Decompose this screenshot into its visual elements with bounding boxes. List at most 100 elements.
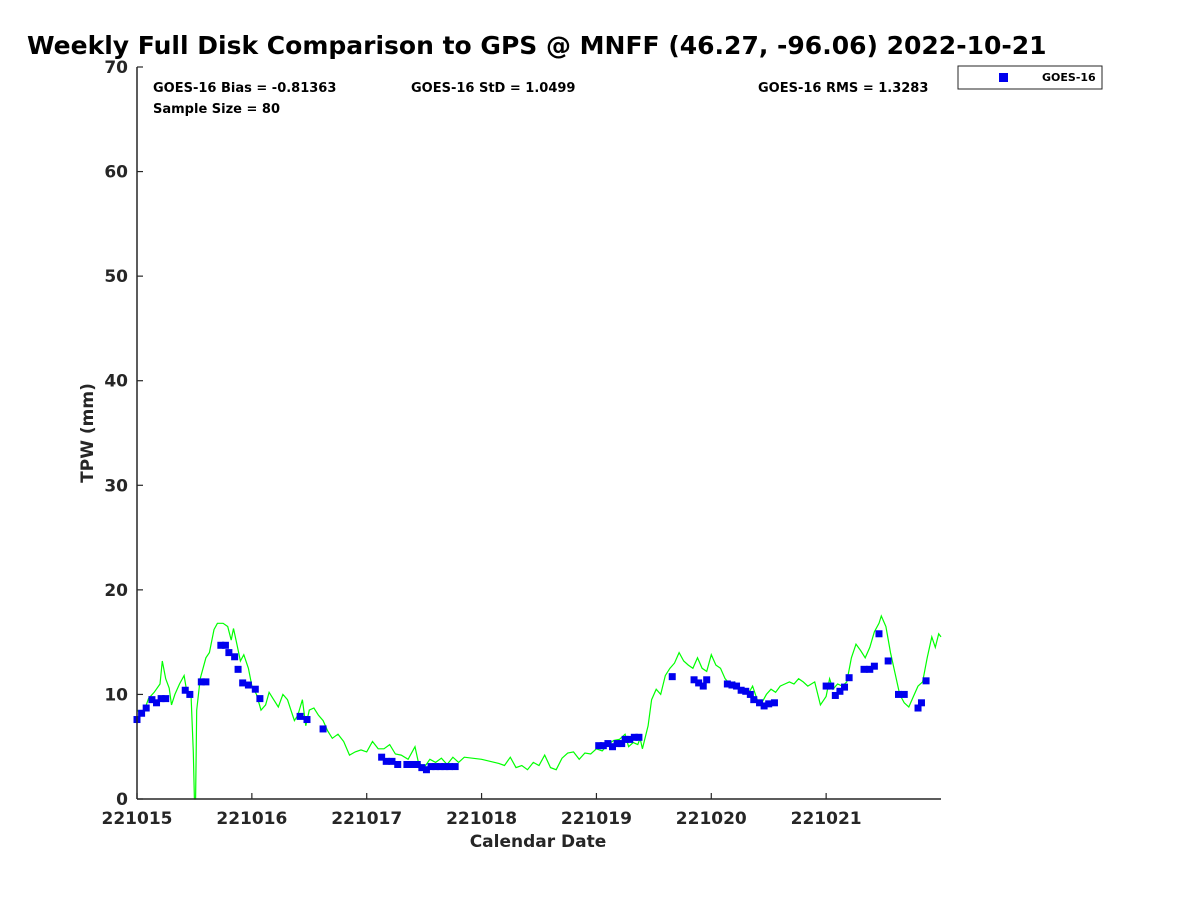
goes16-point xyxy=(409,760,417,768)
goes16-points xyxy=(133,630,930,774)
goes16-point xyxy=(197,678,205,686)
x-tick-label: 221019 xyxy=(561,809,632,829)
y-tick-label: 10 xyxy=(104,685,128,705)
goes16-point xyxy=(239,679,247,687)
y-ticks: 0 10 20 30 40 50 60 70 xyxy=(104,58,143,810)
goes16-point xyxy=(635,733,643,741)
y-tick-label: 20 xyxy=(104,581,128,601)
y-tick-label: 40 xyxy=(104,372,128,392)
goes16-point xyxy=(831,691,839,699)
chart-title: Weekly Full Disk Comparison to GPS @ MNF… xyxy=(27,31,1047,60)
goes16-point xyxy=(760,702,768,710)
goes16-point xyxy=(841,683,849,691)
goes16-point xyxy=(153,699,161,707)
goes16-point xyxy=(922,677,930,685)
plot-area xyxy=(137,67,941,799)
x-tick-label: 221018 xyxy=(446,809,517,829)
goes16-point xyxy=(221,641,229,649)
tpw-line xyxy=(136,614,942,800)
goes16-point xyxy=(186,690,194,698)
goes16-point xyxy=(703,676,711,684)
goes16-point xyxy=(418,764,426,772)
std-stat: GOES-16 StD = 1.0499 xyxy=(411,81,575,96)
goes16-point xyxy=(690,676,698,684)
goes16-point xyxy=(756,699,764,707)
x-tick-label: 221021 xyxy=(791,809,862,829)
goes16-point xyxy=(413,760,421,768)
goes16-point xyxy=(860,665,868,673)
goes16-point xyxy=(142,704,150,712)
goes16-point xyxy=(875,630,883,638)
x-ticks: 221015 221016 221017 221018 221019 221020 2210… xyxy=(102,793,862,829)
goes16-point xyxy=(451,763,459,771)
goes16-point xyxy=(746,690,754,698)
goes16-point xyxy=(432,763,440,771)
goes16-point xyxy=(827,682,835,690)
y-axis-label: TPW (mm) xyxy=(78,383,98,483)
goes16-point xyxy=(244,681,252,689)
goes16-point xyxy=(884,657,892,665)
legend-label: GOES-16 xyxy=(1042,71,1096,84)
axes xyxy=(136,67,941,800)
goes16-point xyxy=(630,733,638,741)
goes16-point xyxy=(157,695,165,703)
x-axis-label: Calendar Date xyxy=(470,832,607,852)
goes16-point xyxy=(866,665,874,673)
goes16-point xyxy=(609,743,617,751)
goes16-point xyxy=(296,712,304,720)
goes16-point xyxy=(895,690,903,698)
goes16-point xyxy=(917,699,925,707)
goes16-point xyxy=(765,700,773,708)
goes16-point xyxy=(699,682,707,690)
y-tick-label: 70 xyxy=(104,58,128,78)
goes16-point xyxy=(436,763,444,771)
goes16-point xyxy=(737,686,745,694)
goes16-point xyxy=(225,649,233,657)
x-tick-label: 221020 xyxy=(676,809,747,829)
y-tick-label: 0 xyxy=(116,790,128,810)
goes16-point xyxy=(599,742,607,750)
goes16-point xyxy=(138,709,146,717)
goes16-point xyxy=(822,682,830,690)
legend-box xyxy=(957,65,1103,90)
x-tick-label: 221017 xyxy=(331,809,402,829)
y-tick-label: 30 xyxy=(104,476,128,496)
goes16-point xyxy=(618,740,626,748)
goes16-point xyxy=(870,662,878,670)
bias-stat: GOES-16 Bias = -0.81363 xyxy=(153,81,336,96)
goes16-point xyxy=(378,753,386,761)
goes16-point xyxy=(256,695,264,703)
goes16-point xyxy=(770,699,778,707)
goes16-point xyxy=(750,696,758,704)
tpw-line-path xyxy=(136,614,942,800)
goes16-point xyxy=(217,641,225,649)
legend-marker xyxy=(999,73,1008,82)
goes16-point xyxy=(202,678,210,686)
goes16-point xyxy=(613,740,621,748)
goes16-point xyxy=(626,735,634,743)
goes16-point xyxy=(251,685,259,693)
goes16-point xyxy=(836,687,844,695)
goes16-point xyxy=(742,687,750,695)
goes16-point xyxy=(162,695,170,703)
x-tick-label: 221015 xyxy=(102,809,173,829)
goes16-point xyxy=(394,760,402,768)
goes16-point xyxy=(604,740,612,748)
goes16-point xyxy=(422,766,430,774)
goes16-point xyxy=(234,665,242,673)
y-tick-label: 60 xyxy=(104,163,128,183)
goes16-point xyxy=(382,757,390,765)
goes16-point xyxy=(231,653,239,661)
goes16-point xyxy=(621,735,629,743)
goes16-point xyxy=(728,681,736,689)
goes16-point xyxy=(845,674,853,682)
goes16-point xyxy=(914,704,922,712)
goes16-point xyxy=(303,716,311,724)
sample-size-stat: Sample Size = 80 xyxy=(153,102,280,117)
goes16-point xyxy=(595,742,603,750)
goes16-point xyxy=(181,686,189,694)
goes16-point xyxy=(148,696,156,704)
goes16-point xyxy=(403,760,411,768)
x-tick-label: 221016 xyxy=(216,809,287,829)
goes16-point xyxy=(427,763,435,771)
